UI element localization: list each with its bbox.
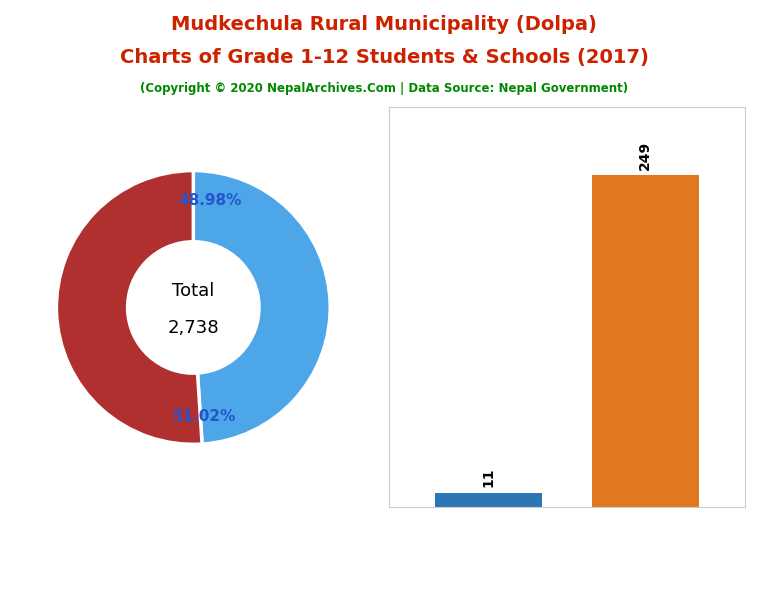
Wedge shape [56,171,202,444]
Text: 51.02%: 51.02% [173,410,236,424]
Bar [435,493,542,507]
Bar [592,176,699,507]
Wedge shape [194,171,330,444]
Text: 249: 249 [638,141,652,170]
Text: (Copyright © 2020 NepalArchives.Com | Data Source: Nepal Government): (Copyright © 2020 NepalArchives.Com | Da… [140,82,628,96]
Text: Total: Total [172,282,214,300]
Text: Charts of Grade 1-12 Students & Schools (2017): Charts of Grade 1-12 Students & Schools … [120,48,648,67]
Text: Mudkechula Rural Municipality (Dolpa): Mudkechula Rural Municipality (Dolpa) [171,15,597,34]
Text: 2,738: 2,738 [167,319,219,337]
Text: 48.98%: 48.98% [178,193,241,208]
Text: 11: 11 [482,468,495,487]
